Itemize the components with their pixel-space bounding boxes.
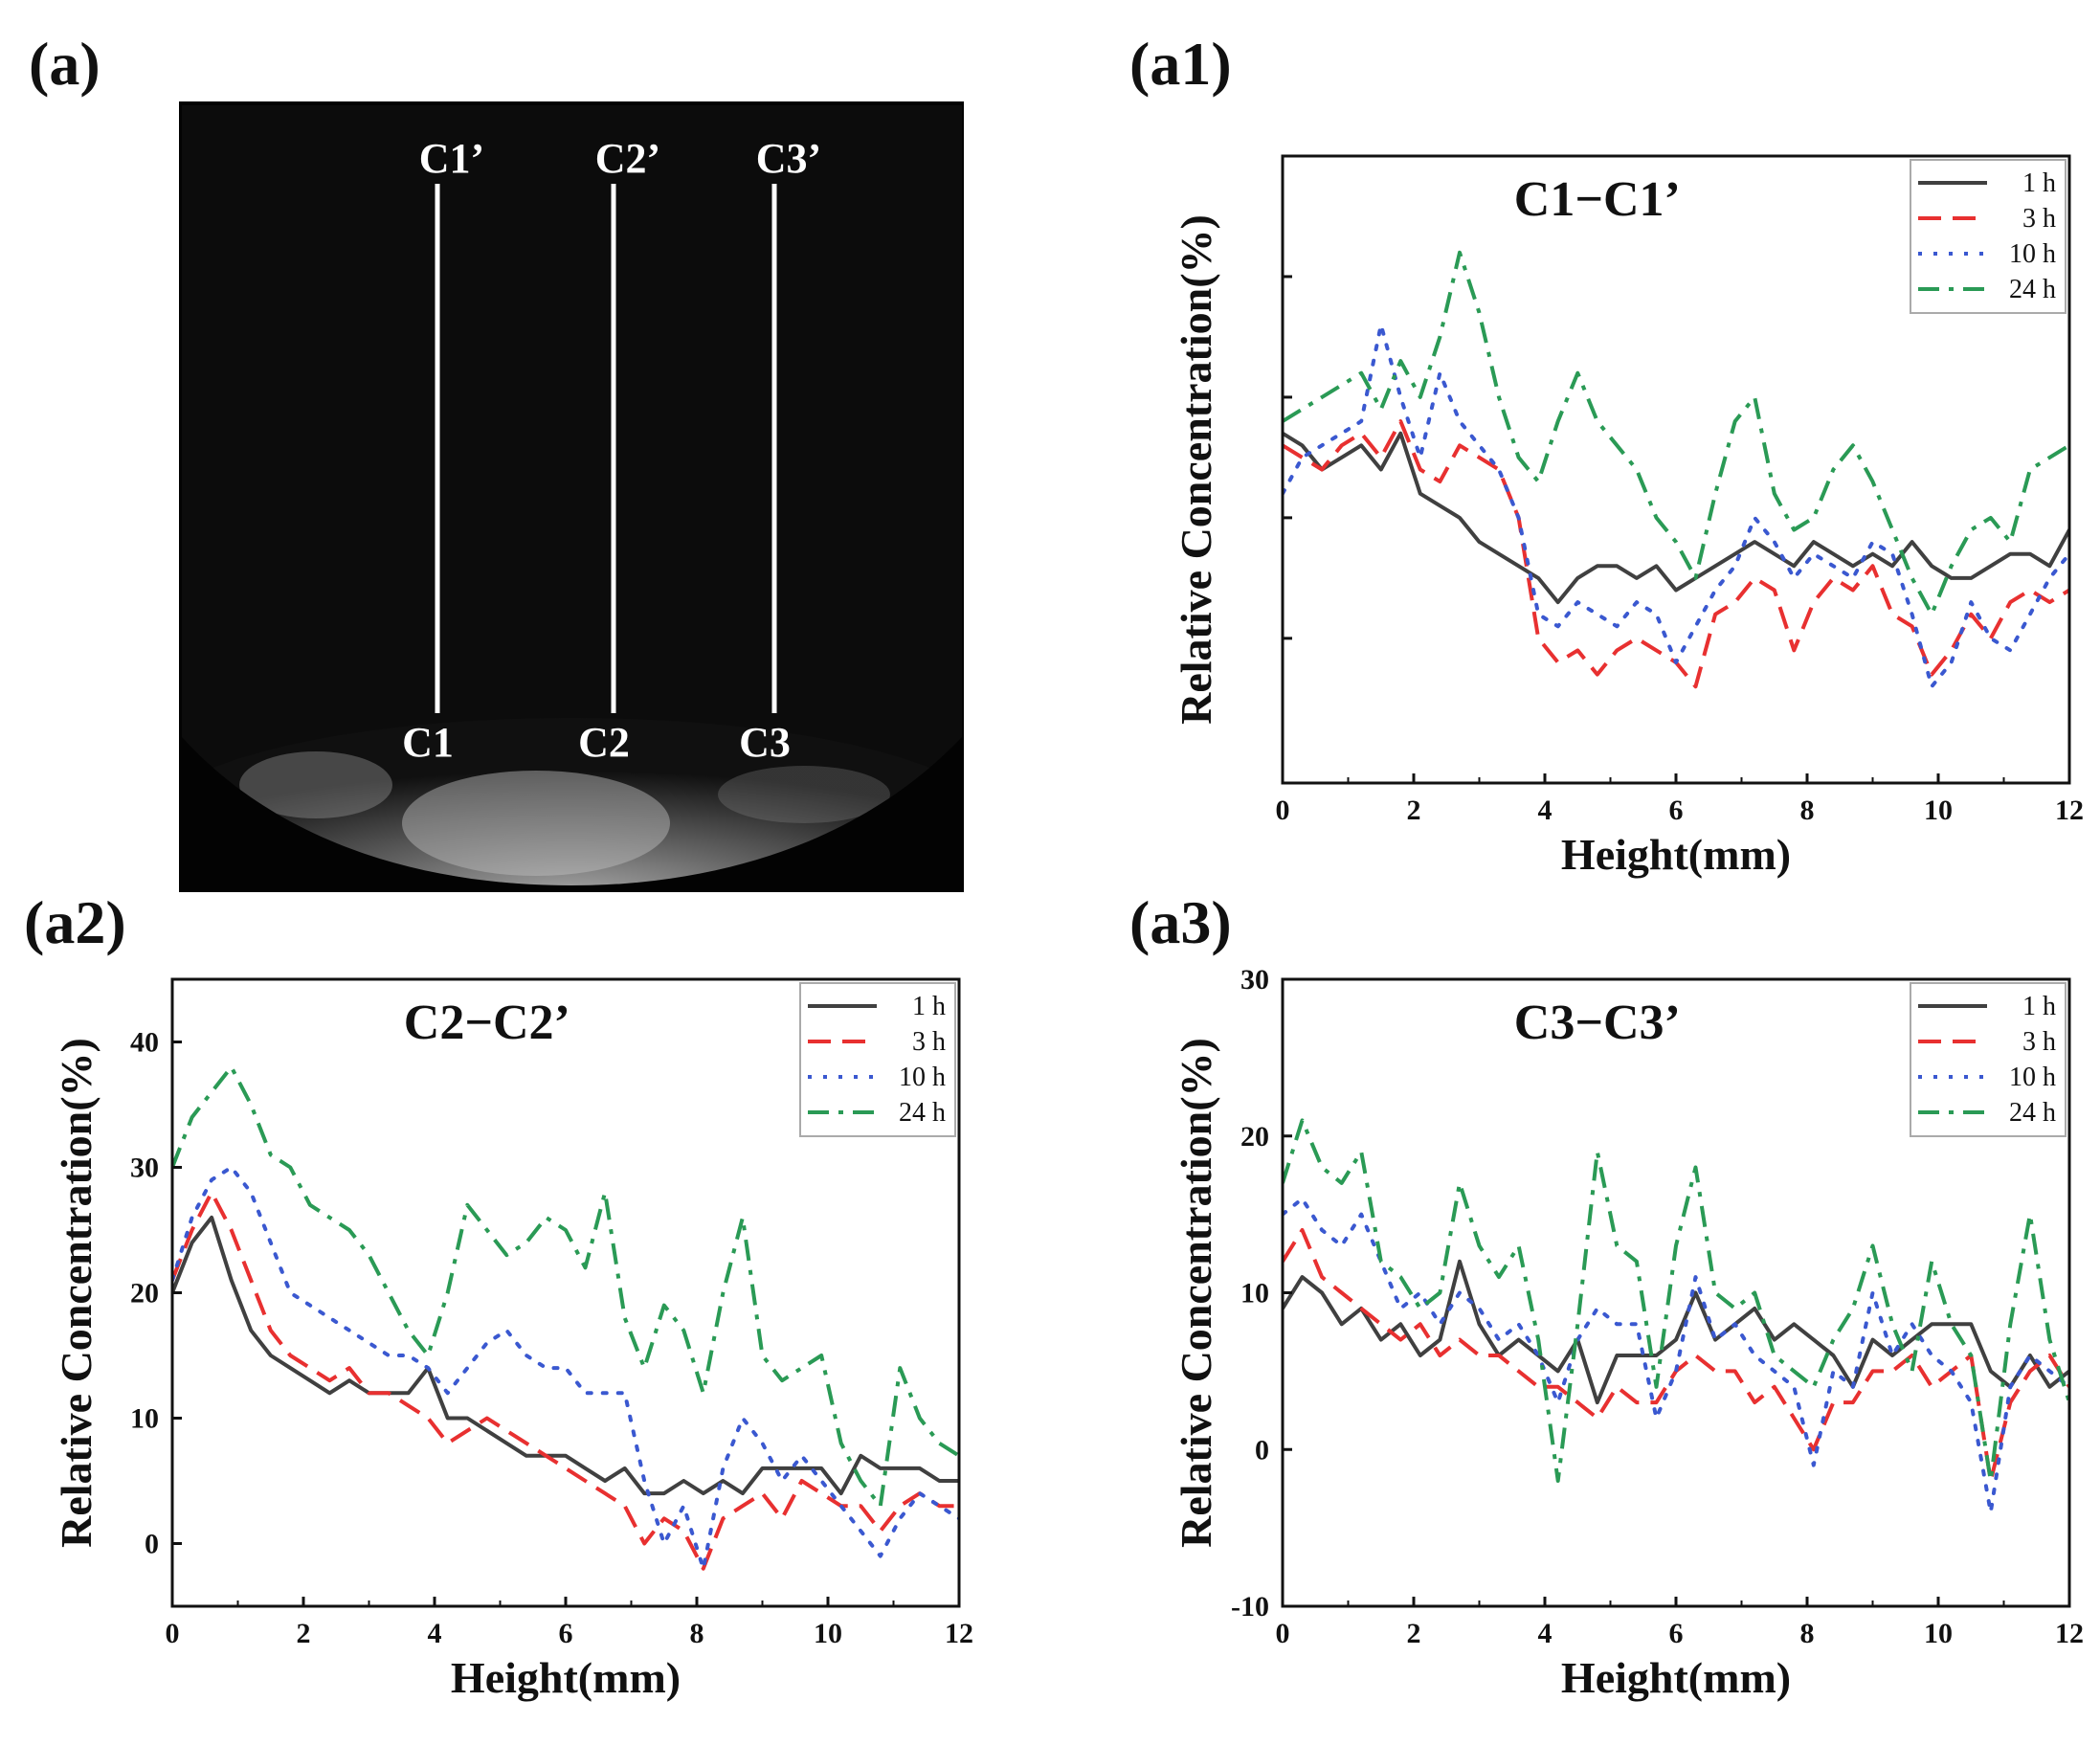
panel-label-a: (a) (29, 30, 101, 98)
profile-top-label-2: C2’ (595, 135, 660, 182)
profile-bottom-label-3: C3 (739, 719, 791, 766)
y-tick-label-a3-3: 20 (1240, 1121, 1269, 1153)
chart-title-a1: C1−C1’ (1514, 172, 1681, 227)
legend-label-a3-2: 3 h (2022, 1027, 2056, 1057)
series-line-a2-2 (172, 1190, 959, 1571)
legend-label-a1-3: 10 h (2009, 239, 2056, 269)
x-tick-label-a3-1: 2 (1407, 1618, 1421, 1649)
profile-bottom-label-1: C1 (402, 719, 454, 766)
chart-title-a2: C2−C2’ (404, 996, 570, 1050)
profile-bottom-label-2: C2 (578, 719, 630, 766)
x-tick-label-a3-3: 6 (1669, 1618, 1684, 1649)
x-tick-label-a2-4: 8 (690, 1618, 704, 1649)
y-tick-label-a2-4: 40 (130, 1027, 159, 1059)
y-tick-label-a3-2: 10 (1240, 1278, 1269, 1310)
y-tick-label-a2-0: 0 (145, 1529, 159, 1560)
legend-label-a1-4: 24 h (2009, 275, 2056, 304)
x-tick-label-a2-2: 4 (428, 1618, 442, 1649)
legend-label-a2-1: 1 h (912, 992, 946, 1021)
y-axis-label-a2: Relative Concentration(%) (52, 1038, 101, 1548)
x-tick-label-a1-3: 6 (1669, 795, 1684, 826)
legend-label-a1-2: 3 h (2022, 204, 2056, 234)
x-tick-label-a3-6: 12 (2055, 1618, 2084, 1649)
x-tick-label-a3-0: 0 (1276, 1618, 1290, 1649)
x-tick-label-a2-6: 12 (945, 1618, 973, 1649)
y-tick-label-a3-1: 0 (1255, 1434, 1269, 1466)
x-tick-label-a2-0: 0 (166, 1618, 180, 1649)
series-line-a3-1 (1283, 1259, 2069, 1405)
profile-top-label-3: C3’ (756, 135, 821, 182)
panel-label-a2: (a2) (24, 888, 126, 956)
x-tick-label-a1-4: 8 (1800, 795, 1815, 826)
x-tick-label-a1-6: 12 (2055, 795, 2084, 826)
y-tick-label-a2-1: 10 (130, 1403, 159, 1435)
x-tick-label-a3-5: 10 (1924, 1618, 1953, 1649)
y-tick-label-a2-2: 20 (130, 1278, 159, 1310)
series-line-a2-1 (172, 1215, 959, 1496)
series-line-a1-2 (1283, 419, 2069, 689)
legend-label-a2-4: 24 h (899, 1098, 946, 1128)
y-axis-label-a3: Relative Concentration(%) (1172, 1038, 1220, 1548)
x-tick-label-a2-3: 6 (559, 1618, 573, 1649)
y-tick-label-a2-3: 30 (130, 1153, 159, 1184)
y-axis-label-a1: Relative Concentration(%) (1172, 214, 1220, 725)
series-line-a3-3 (1283, 1197, 2069, 1514)
x-tick-label-a3-4: 8 (1800, 1618, 1815, 1649)
x-tick-label-a3-2: 4 (1538, 1618, 1553, 1649)
legend-label-a3-1: 1 h (2022, 992, 2056, 1021)
legend-label-a3-3: 10 h (2009, 1063, 2056, 1092)
x-tick-label-a1-2: 4 (1538, 795, 1553, 826)
chart-a2: 0 2 4 6 8 10 12 0 10 20 30 40 Height(mm) Relative Con… (52, 977, 973, 1702)
panel-label-a1: (a1) (1129, 30, 1232, 98)
x-tick-label-a1-0: 0 (1276, 795, 1290, 826)
series-line-a1-4 (1283, 250, 2069, 616)
panel-label-a3: (a3) (1129, 888, 1232, 956)
chart-a1: 0 2 4 6 8 10 12 Height(mm) Relative Concentratio… (1172, 154, 2084, 879)
image-panel: C1’ C1 C2’ C2 C3’ C3 (179, 101, 964, 892)
legend-label-a1-1: 1 h (2022, 168, 2056, 198)
x-tick-label-a2-5: 10 (814, 1618, 842, 1649)
legend-label-a2-3: 10 h (899, 1063, 946, 1092)
x-axis-label-a3: Height(mm) (1561, 1653, 1791, 1702)
chart-title-a3: C3−C3’ (1514, 996, 1681, 1050)
series-line-a1-1 (1283, 431, 2069, 605)
legend-label-a2-2: 3 h (912, 1027, 946, 1057)
series-line-a3-2 (1283, 1228, 2069, 1483)
series-line-a2-4 (172, 1064, 959, 1509)
image-lines: C1’ C1 C2’ C2 C3’ C3 (402, 135, 821, 766)
series-line-a1-3 (1283, 323, 2069, 689)
x-tick-label-a1-5: 10 (1924, 795, 1953, 826)
x-axis-label-a1: Height(mm) (1561, 830, 1791, 879)
x-tick-label-a2-1: 2 (297, 1618, 311, 1649)
x-axis-label-a2: Height(mm) (451, 1653, 681, 1702)
profile-top-label-1: C1’ (419, 135, 484, 182)
legend-label-a3-4: 24 h (2009, 1098, 2056, 1128)
series-line-a3-4 (1283, 1118, 2069, 1483)
y-tick-label-a3-0: -10 (1231, 1591, 1269, 1623)
y-tick-label-a3-4: 30 (1240, 964, 1269, 996)
x-tick-label-a1-1: 2 (1407, 795, 1421, 826)
